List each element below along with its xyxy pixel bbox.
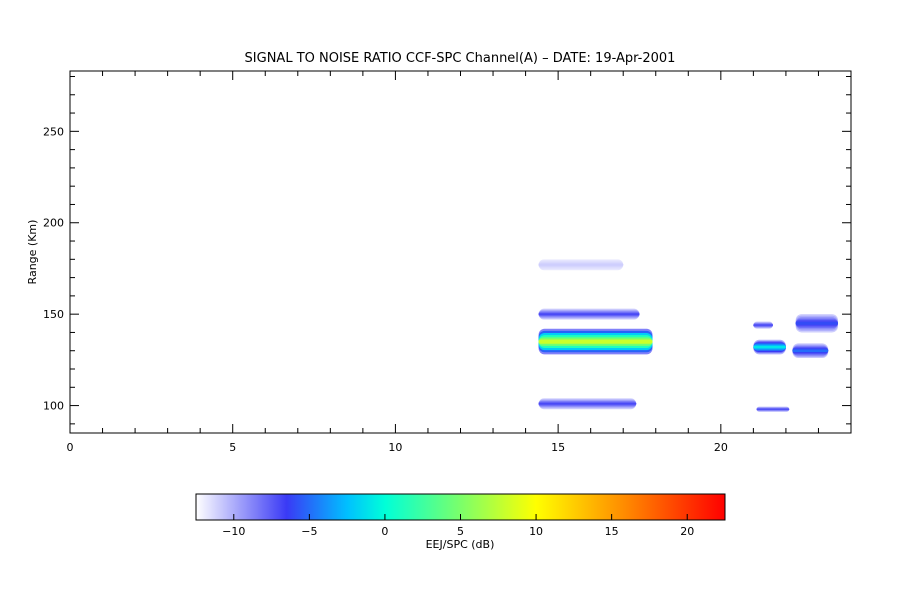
axes: 0 5 10 15 20 100 150 200 250 (43, 71, 852, 454)
colorbar-tick-label: 15 (605, 525, 619, 538)
colorbar-tick-label: 10 (529, 525, 543, 538)
heatmap-cell (538, 313, 640, 316)
colorbar-tick-label: 20 (680, 525, 694, 538)
echo-region (753, 321, 773, 329)
y-tick-label: 100 (43, 400, 64, 413)
heatmap-cell (753, 345, 786, 349)
colorbar-tick-label: 5 (457, 525, 464, 538)
echo-region (795, 314, 838, 333)
y-axis-label: Range (Km) (26, 220, 39, 285)
echo-region (538, 398, 637, 410)
heatmap-cell (792, 349, 829, 352)
y-tick-label: 200 (43, 217, 64, 230)
heatmap-cell (795, 321, 838, 325)
colorbar-label: EEJ/SPC (dB) (426, 538, 495, 551)
x-tick-label: 10 (388, 441, 402, 454)
chart-title: SIGNAL TO NOISE RATIO CCF-SPC Channel(A)… (245, 51, 676, 66)
colorbar-tick-label: 0 (381, 525, 388, 538)
heatmap-marks (538, 259, 838, 412)
echo-region (792, 343, 829, 359)
x-tick-label: 5 (229, 441, 236, 454)
y-tick-label: 250 (43, 125, 64, 138)
plot-frame (69, 70, 852, 434)
heatmap-cell (538, 402, 637, 405)
x-tick-label: 20 (714, 441, 728, 454)
echo-region (538, 259, 624, 271)
echo-region (538, 328, 653, 355)
y-tick-label: 150 (43, 308, 64, 321)
x-tick-label: 15 (551, 441, 565, 454)
heatmap-cell (756, 408, 790, 410)
heatmap-cell (753, 324, 773, 326)
echo-region (753, 339, 786, 355)
colorbar-tick-label: −10 (222, 525, 245, 538)
echo-region (756, 406, 790, 412)
echo-region (538, 308, 640, 320)
heatmap-cell (538, 339, 653, 344)
heatmap-cell (538, 263, 624, 266)
colorbar-tick-label: −5 (301, 525, 317, 538)
x-tick-label: 0 (67, 441, 74, 454)
colorbar-ticks: −10 −5 0 5 10 15 20 (222, 514, 694, 538)
